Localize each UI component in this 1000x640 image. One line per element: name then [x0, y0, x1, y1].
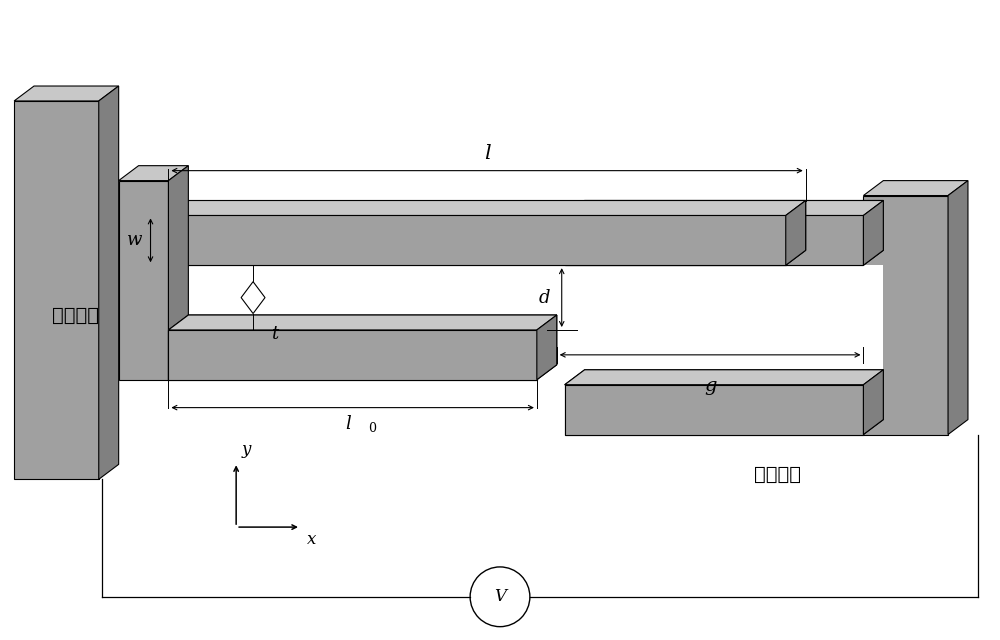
Polygon shape: [168, 166, 188, 380]
Text: d: d: [538, 289, 550, 307]
Bar: [565, 216, 863, 265]
Text: y: y: [242, 442, 251, 458]
Polygon shape: [565, 200, 883, 216]
Text: 0: 0: [369, 422, 377, 435]
Polygon shape: [863, 200, 883, 265]
Text: l: l: [345, 415, 351, 433]
Polygon shape: [241, 282, 265, 314]
Bar: [168, 216, 786, 265]
Text: t: t: [271, 326, 278, 344]
Bar: [565, 385, 863, 435]
Text: l: l: [484, 144, 490, 163]
Polygon shape: [168, 315, 557, 330]
Polygon shape: [863, 370, 883, 435]
Polygon shape: [119, 166, 188, 180]
Text: x: x: [307, 531, 316, 548]
Polygon shape: [99, 86, 119, 479]
Bar: [168, 216, 786, 265]
Polygon shape: [565, 370, 883, 385]
Polygon shape: [168, 315, 557, 330]
Polygon shape: [14, 86, 119, 101]
Bar: [14, 101, 99, 479]
Bar: [565, 385, 863, 435]
Bar: [565, 265, 883, 385]
Text: V: V: [494, 588, 506, 605]
Text: 可动梳齿: 可动梳齿: [52, 305, 99, 324]
Bar: [119, 180, 168, 380]
Bar: [168, 330, 537, 380]
Polygon shape: [786, 200, 806, 265]
Polygon shape: [565, 200, 883, 216]
Text: g: g: [704, 377, 716, 395]
Polygon shape: [863, 200, 883, 265]
Polygon shape: [786, 200, 806, 265]
Polygon shape: [565, 370, 883, 385]
Polygon shape: [537, 315, 557, 380]
Polygon shape: [168, 200, 806, 216]
Polygon shape: [863, 370, 883, 435]
Bar: [863, 196, 948, 435]
Polygon shape: [168, 200, 806, 216]
Bar: [168, 330, 537, 380]
Polygon shape: [537, 315, 557, 380]
Text: w: w: [127, 231, 143, 250]
Bar: [565, 216, 863, 265]
Polygon shape: [565, 200, 883, 216]
Polygon shape: [948, 180, 968, 435]
Text: 固定梳齿: 固定梳齿: [754, 465, 801, 484]
Polygon shape: [863, 180, 968, 196]
